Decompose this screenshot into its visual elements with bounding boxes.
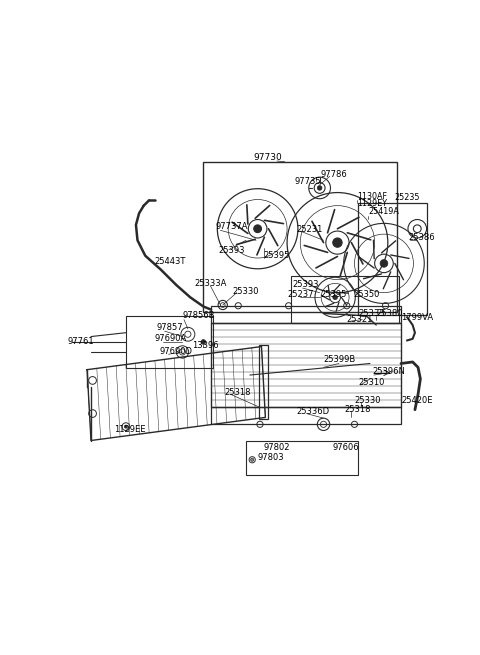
Bar — [211, 306, 401, 323]
Text: 25330: 25330 — [232, 287, 259, 295]
Text: 97735: 97735 — [294, 176, 321, 185]
Text: 25333: 25333 — [359, 309, 385, 318]
Text: 25380: 25380 — [376, 309, 403, 318]
Text: 97786: 97786 — [321, 170, 347, 179]
Text: 1130AF: 1130AF — [358, 192, 388, 201]
Text: 25420E: 25420E — [401, 396, 432, 405]
Bar — [359, 203, 427, 315]
Text: 1129EY: 1129EY — [358, 199, 388, 208]
Text: 1799VA: 1799VA — [401, 313, 433, 322]
Text: 97606: 97606 — [333, 443, 360, 452]
Text: 25318: 25318 — [345, 405, 371, 414]
Bar — [211, 323, 401, 407]
Text: 25395: 25395 — [321, 290, 347, 299]
Bar — [291, 276, 399, 323]
Text: 25399B: 25399B — [324, 355, 356, 364]
Text: 97856B: 97856B — [182, 311, 215, 320]
Text: 97803: 97803 — [258, 453, 284, 462]
Text: 25333A: 25333A — [194, 279, 227, 288]
Circle shape — [254, 225, 262, 233]
Circle shape — [380, 259, 388, 267]
Circle shape — [201, 340, 206, 345]
Text: 25395: 25395 — [264, 252, 290, 260]
Text: 25318: 25318 — [224, 388, 251, 398]
Bar — [126, 316, 213, 368]
Text: 97761: 97761 — [68, 337, 95, 346]
Text: 25350: 25350 — [353, 290, 379, 299]
Circle shape — [251, 458, 254, 461]
Text: 97730: 97730 — [253, 153, 282, 162]
Text: 97690D: 97690D — [159, 346, 192, 356]
Text: 25235: 25235 — [395, 193, 420, 202]
Text: 25237: 25237 — [287, 290, 313, 299]
Text: 25310: 25310 — [359, 378, 385, 387]
Bar — [259, 345, 268, 419]
Bar — [246, 441, 359, 475]
Text: 97737A: 97737A — [215, 222, 248, 231]
Text: 25393: 25393 — [292, 280, 319, 290]
Text: 25336D: 25336D — [296, 407, 329, 416]
Text: 25231: 25231 — [296, 225, 323, 234]
Text: 97802: 97802 — [263, 443, 289, 452]
Circle shape — [124, 425, 127, 428]
Text: 25419A: 25419A — [369, 208, 399, 216]
Text: 97857: 97857 — [156, 323, 183, 332]
Circle shape — [333, 295, 337, 299]
Text: 97690A: 97690A — [155, 333, 187, 343]
Text: 25443T: 25443T — [155, 257, 186, 267]
Text: 25330: 25330 — [355, 396, 381, 405]
Text: 25386: 25386 — [408, 233, 434, 242]
Text: 25393: 25393 — [218, 246, 245, 255]
Text: 1129EE: 1129EE — [114, 425, 146, 434]
Circle shape — [317, 185, 322, 190]
Circle shape — [333, 238, 342, 247]
Bar — [211, 407, 401, 424]
Text: 25396N: 25396N — [372, 367, 405, 376]
Text: 25321: 25321 — [347, 315, 373, 324]
Bar — [204, 162, 397, 312]
Text: 13396: 13396 — [192, 341, 218, 350]
